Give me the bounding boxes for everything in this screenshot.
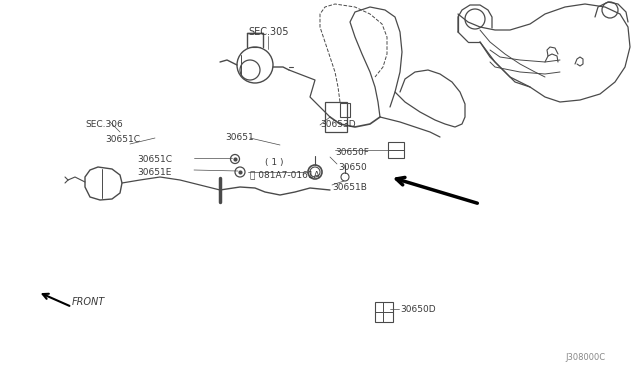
Text: J308000C: J308000C <box>565 353 605 362</box>
Bar <box>325 102 347 132</box>
Bar <box>375 302 393 322</box>
Bar <box>388 142 404 158</box>
Text: 30651C: 30651C <box>137 154 172 164</box>
Text: 30651C: 30651C <box>105 135 140 144</box>
Text: SEC.306: SEC.306 <box>85 119 123 128</box>
Text: 30651E: 30651E <box>137 167 172 176</box>
Text: 30653D: 30653D <box>320 119 356 128</box>
Text: FRONT: FRONT <box>72 297 105 307</box>
Text: ( 1 ): ( 1 ) <box>265 157 284 167</box>
Text: 30650F: 30650F <box>335 148 369 157</box>
Text: 30650: 30650 <box>338 163 367 171</box>
Bar <box>340 103 350 117</box>
Text: Ⓑ 081A7-0161A: Ⓑ 081A7-0161A <box>250 170 320 180</box>
Text: SEC.305: SEC.305 <box>248 27 289 37</box>
Text: 30651: 30651 <box>225 132 253 141</box>
Text: 30651B: 30651B <box>332 183 367 192</box>
Text: 30650D: 30650D <box>400 305 436 314</box>
